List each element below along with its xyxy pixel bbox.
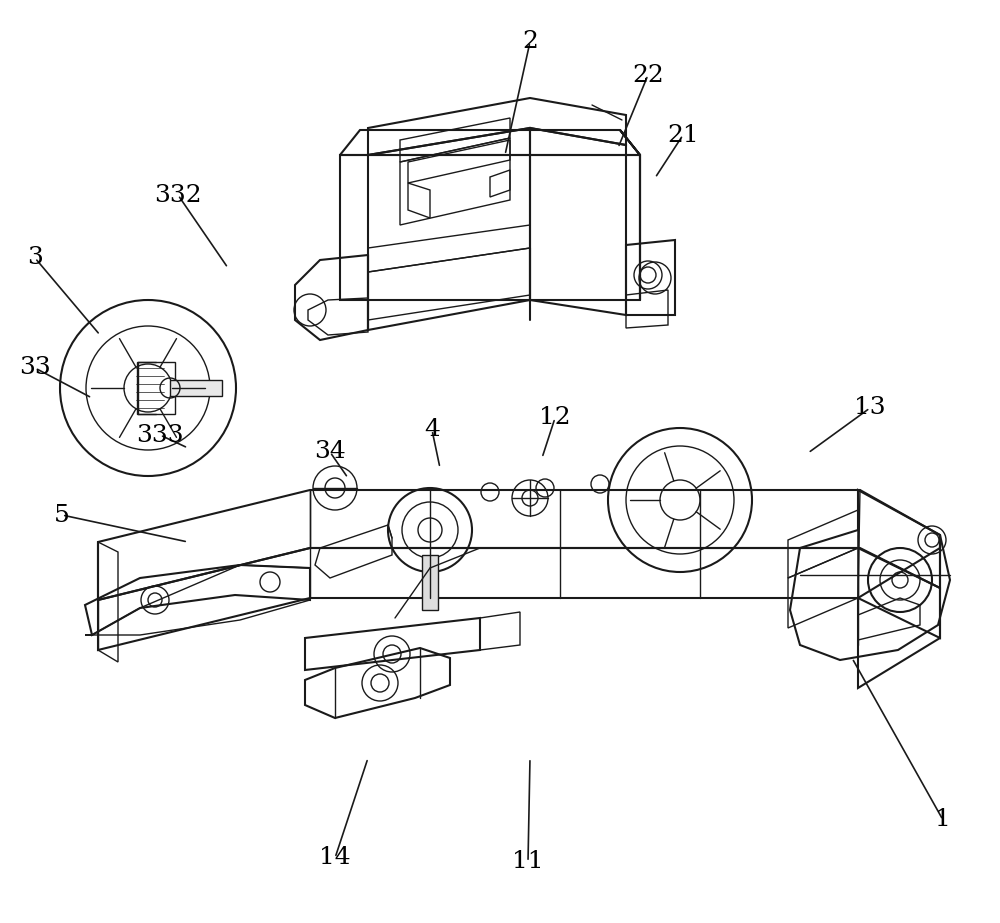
Text: 1: 1 (935, 809, 951, 832)
Text: 5: 5 (54, 504, 70, 526)
Text: 33: 33 (19, 356, 51, 379)
Text: 12: 12 (539, 406, 571, 429)
Text: 2: 2 (522, 30, 538, 54)
Text: 34: 34 (314, 440, 346, 463)
Text: 11: 11 (512, 850, 544, 873)
Text: 13: 13 (854, 397, 886, 419)
Bar (422, 555, 438, 610)
Text: 4: 4 (424, 418, 440, 441)
Text: 332: 332 (154, 184, 202, 207)
Bar (137, 362, 175, 414)
Bar (170, 380, 222, 396)
Text: 22: 22 (632, 64, 664, 87)
Text: 3: 3 (27, 246, 43, 270)
Text: 21: 21 (667, 124, 699, 147)
Text: 14: 14 (319, 846, 351, 869)
Text: 333: 333 (136, 424, 184, 447)
